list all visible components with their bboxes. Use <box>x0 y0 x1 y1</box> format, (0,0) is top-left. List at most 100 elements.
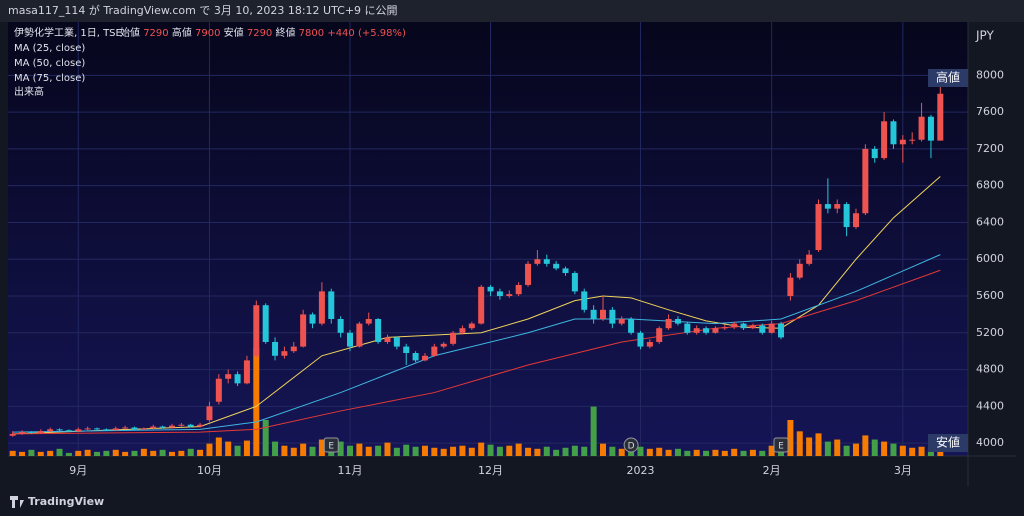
candle-body <box>712 328 719 333</box>
candle-body <box>440 343 447 347</box>
volume-bar <box>543 446 550 456</box>
candle-body <box>140 428 147 430</box>
field-value: 7900 <box>195 28 220 39</box>
candle-body <box>281 351 288 356</box>
volume-bar <box>356 443 363 456</box>
candle-body <box>412 353 419 361</box>
candle-body <box>674 318 681 324</box>
x-tick-label: 9月 <box>69 464 87 477</box>
candle-body <box>225 374 232 379</box>
volume-bar <box>318 439 325 456</box>
candle-body <box>178 424 185 426</box>
y-tick-label: 6000 <box>976 252 1004 265</box>
volume-bar <box>721 450 728 456</box>
y-tick-label: 7600 <box>976 105 1004 118</box>
candle-body <box>778 323 785 338</box>
candle-body <box>881 121 888 159</box>
y-tick-label: 6800 <box>976 179 1004 192</box>
candle-body <box>815 204 822 251</box>
indicator: MA (75, close) <box>14 73 85 84</box>
volume-bar <box>927 448 934 456</box>
candle-body <box>806 254 813 264</box>
volume-bar <box>609 446 616 456</box>
volume-bar <box>637 446 644 456</box>
volume-bar <box>553 449 560 456</box>
volume-bar <box>674 448 681 456</box>
y-tick-label: 4400 <box>976 399 1004 412</box>
candle-body <box>328 291 335 319</box>
candle-body <box>272 341 279 356</box>
candle-body <box>506 294 513 297</box>
y-tick-label: 5200 <box>976 326 1004 339</box>
volume-bar <box>159 449 166 456</box>
volume-bar <box>206 443 213 456</box>
volume-bar <box>478 442 485 456</box>
title-bar <box>0 0 1024 22</box>
candle-body <box>112 428 119 431</box>
candle-body <box>525 263 532 285</box>
volume-bar <box>937 449 944 456</box>
field-value: 7800 <box>299 28 324 39</box>
x-tick-label: 3月 <box>894 464 912 477</box>
volume-bar <box>759 450 766 456</box>
volume-bar <box>787 420 794 456</box>
volume-bar <box>768 445 775 456</box>
candle-body <box>796 263 803 278</box>
volume-bar <box>375 445 382 456</box>
indicator: MA (25, close) <box>14 43 85 54</box>
volume-bar <box>112 449 119 456</box>
candle-body <box>768 323 775 333</box>
candle-body <box>909 139 916 141</box>
volume-bar <box>506 445 513 456</box>
candle-body <box>927 116 934 141</box>
candle-body <box>749 325 756 329</box>
volume-bar <box>525 447 532 456</box>
volume-bar <box>347 445 354 456</box>
indicator: MA (50, close) <box>14 58 85 69</box>
volume-bar <box>487 444 494 456</box>
ma-line <box>12 176 941 435</box>
x-tick-label: 2月 <box>763 464 781 477</box>
volume-bar <box>309 446 316 456</box>
candle-body <box>937 93 944 141</box>
high-tag-box <box>928 69 968 87</box>
volume-bar <box>646 448 653 456</box>
volume-bar <box>122 451 129 456</box>
currency: JPY <box>975 29 995 43</box>
candle-body <box>197 424 204 427</box>
candle-body <box>131 427 138 430</box>
volume-bar <box>618 448 625 456</box>
candle-body <box>309 314 316 324</box>
volume-bar <box>712 449 719 456</box>
candle-body <box>421 355 428 361</box>
volume-bar <box>262 420 269 456</box>
candle-body <box>450 332 457 344</box>
event-marker <box>773 437 789 453</box>
volume-bar <box>815 433 822 456</box>
ma-line <box>12 269 941 435</box>
volume-bar <box>28 449 35 456</box>
candle-body <box>890 121 897 145</box>
y-tick-label: 5600 <box>976 289 1004 302</box>
candle-body <box>47 429 54 432</box>
volume-bar <box>272 441 279 456</box>
candle-body <box>618 318 625 324</box>
volume-bar <box>47 450 54 456</box>
candle-body <box>665 318 672 329</box>
candle-body <box>543 259 550 264</box>
volume-bar <box>571 445 578 456</box>
candle-body <box>534 259 541 264</box>
candle-body <box>468 323 475 329</box>
volume-bar <box>56 448 63 456</box>
event-label: E <box>328 442 334 452</box>
volume-bar <box>862 435 869 456</box>
candle-body <box>19 432 26 434</box>
candle-body <box>206 406 213 421</box>
candle-body <box>899 139 906 145</box>
volume-bar <box>684 450 691 456</box>
candle-body <box>356 323 363 347</box>
volume-bar <box>843 445 850 456</box>
publisher: masa117_114 が TradingView.com で 3月 10, 2… <box>8 3 398 17</box>
field-value: 7290 <box>247 28 272 39</box>
